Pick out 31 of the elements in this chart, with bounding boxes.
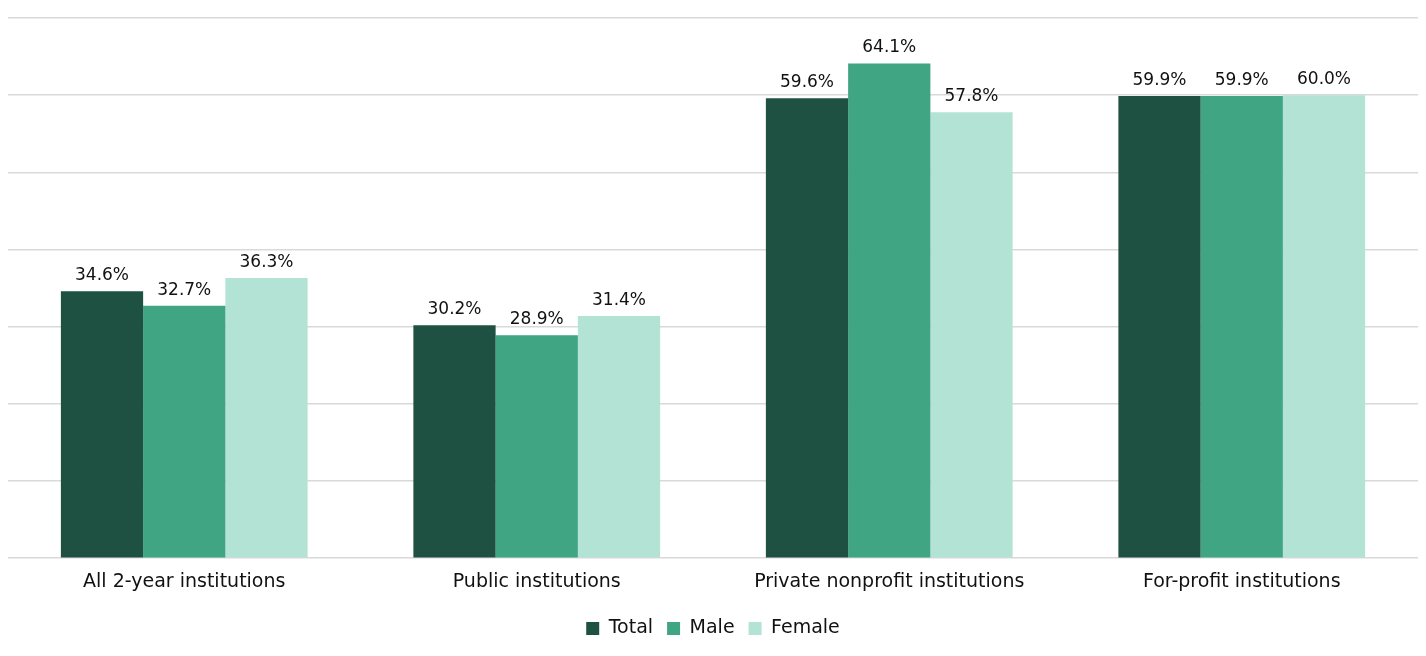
legend-label: Male [689,615,735,638]
data-label: 59.6% [779,71,835,92]
data-label: 31.4% [591,288,647,309]
data-label: 30.2% [427,298,482,319]
x-tick-label: For-profit institutions [1142,568,1341,591]
x-tick-label: Public institutions [452,568,621,591]
legend-label: Female [771,615,840,638]
data-label: 59.9% [1132,68,1187,89]
data-label: 34.6% [74,264,130,285]
data-label: 59.9% [1214,68,1269,89]
bar [765,98,849,558]
bar [848,63,931,558]
bar [143,305,226,558]
bar [1200,95,1283,558]
bar [413,325,496,558]
data-label: 28.9% [509,308,564,329]
bar [930,112,1013,558]
data-label: 57.8% [944,85,999,106]
bar [577,315,661,558]
bar [60,291,144,558]
data-label: 36.3% [239,250,294,271]
bar [495,335,578,558]
legend-label: Total [607,615,654,638]
data-label: 32.7% [157,278,212,299]
bar [1118,95,1201,558]
bar [1282,95,1366,558]
x-tick-label: All 2-year institutions [83,568,286,591]
x-tick-label: Private nonprofit institutions [754,568,1025,591]
bar [225,278,308,558]
data-label: 64.1% [862,36,917,57]
data-label: 60.0% [1296,68,1352,89]
